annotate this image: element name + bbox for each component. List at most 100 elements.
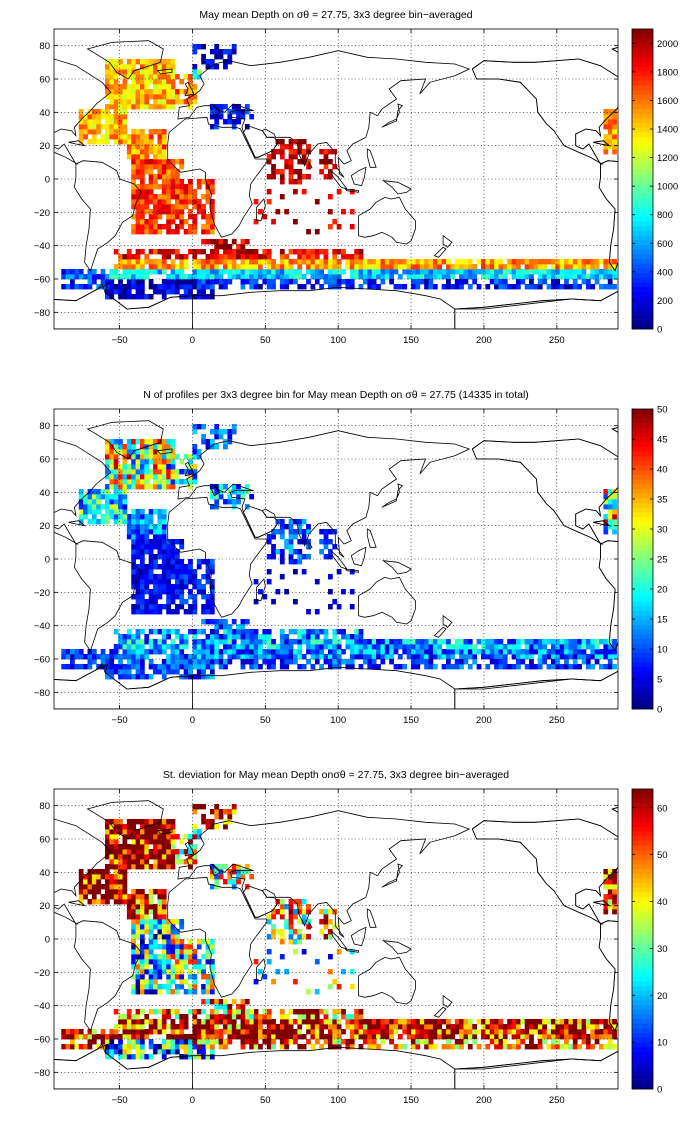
colorbar-segment: [632, 493, 653, 499]
data-bin: [275, 1034, 281, 1040]
data-bin: [201, 639, 206, 645]
data-bin: [236, 634, 241, 640]
data-bin: [271, 549, 276, 555]
data-bin: [607, 124, 613, 130]
data-bin: [148, 609, 154, 615]
data-bin: [293, 929, 298, 935]
data-bin: [345, 639, 351, 645]
data-bin: [109, 289, 115, 295]
data-bin: [485, 644, 491, 650]
data-bin: [332, 634, 338, 640]
data-bin: [253, 639, 259, 645]
data-bin: [297, 284, 303, 290]
data-bin: [201, 1009, 206, 1015]
data-bin: [262, 1029, 268, 1035]
data-bin: [170, 644, 176, 650]
data-bin: [100, 894, 106, 900]
data-bin: [105, 1049, 110, 1055]
data-bin: [183, 89, 189, 95]
data-bin: [284, 654, 290, 660]
data-bin: [78, 284, 84, 290]
data-bin: [179, 544, 185, 550]
data-bin: [446, 1044, 451, 1050]
data-bin: [612, 879, 617, 885]
data-bin: [205, 639, 211, 645]
data-bin: [446, 259, 451, 265]
data-bin: [166, 539, 171, 545]
data-bin: [157, 199, 163, 205]
data-bin: [87, 874, 93, 880]
data-bin: [135, 949, 141, 955]
data-bin: [546, 269, 552, 275]
data-bin: [266, 274, 272, 280]
data-bin: [603, 264, 609, 270]
data-bin: [153, 919, 158, 925]
data-bin: [179, 839, 185, 845]
data-bin: [183, 599, 189, 605]
data-bin: [148, 539, 154, 545]
data-bin: [100, 504, 106, 510]
data-bin: [288, 154, 294, 160]
data-bin: [524, 644, 530, 650]
data-bin: [118, 664, 123, 670]
data-bin: [161, 539, 167, 545]
data-bin: [227, 1039, 233, 1045]
data-bin: [153, 219, 158, 225]
data-bin: [126, 144, 132, 150]
data-bin: [481, 1034, 486, 1040]
data-bin: [327, 644, 333, 650]
data-bin: [157, 224, 163, 230]
data-bin: [118, 859, 123, 865]
data-bin: [170, 454, 176, 460]
data-bin: [196, 454, 202, 460]
data-bin: [603, 894, 609, 900]
data-bin: [83, 1044, 88, 1050]
data-bin: [284, 159, 290, 165]
data-bin: [218, 114, 224, 120]
data-bin: [568, 269, 574, 275]
data-bin: [157, 589, 163, 595]
data-bin: [411, 1019, 416, 1025]
data-bin: [306, 989, 311, 995]
data-bin: [113, 99, 119, 105]
data-bin: [148, 214, 154, 220]
coastline-north-america: [54, 818, 112, 925]
data-bin: [144, 269, 150, 275]
data-bin: [157, 824, 163, 830]
data-bin: [446, 1024, 451, 1030]
data-bin: [144, 164, 150, 170]
data-bin: [196, 1019, 202, 1025]
data-bin: [428, 654, 434, 660]
data-bin: [559, 264, 565, 270]
data-bin: [327, 589, 333, 595]
colorbar-segment: [632, 676, 653, 682]
data-bin: [192, 259, 198, 265]
data-bin: [236, 879, 241, 885]
data-bin: [135, 129, 141, 135]
data-bin: [201, 1039, 206, 1045]
data-bin: [371, 644, 377, 650]
data-bin: [166, 289, 171, 295]
data-bin: [109, 444, 115, 450]
data-bin: [201, 439, 206, 445]
data-bin: [174, 1034, 180, 1040]
data-bin: [153, 454, 158, 460]
data-bin: [148, 159, 154, 165]
data-bin: [240, 639, 246, 645]
data-bin: [144, 169, 150, 175]
colorbar-segment: [632, 118, 653, 124]
data-bin: [139, 899, 145, 905]
colorbar-segment: [632, 174, 653, 180]
data-bin: [135, 909, 141, 915]
data-bin: [157, 214, 163, 220]
data-bin: [314, 959, 320, 965]
data-bin: [209, 639, 215, 645]
data-bin: [367, 639, 373, 645]
data-bin: [293, 629, 298, 635]
data-bin: [161, 829, 167, 835]
data-bin: [262, 1014, 268, 1020]
data-bin: [105, 854, 110, 860]
data-bin: [542, 659, 547, 665]
data-bin: [612, 904, 617, 910]
data-bin: [336, 1019, 342, 1025]
